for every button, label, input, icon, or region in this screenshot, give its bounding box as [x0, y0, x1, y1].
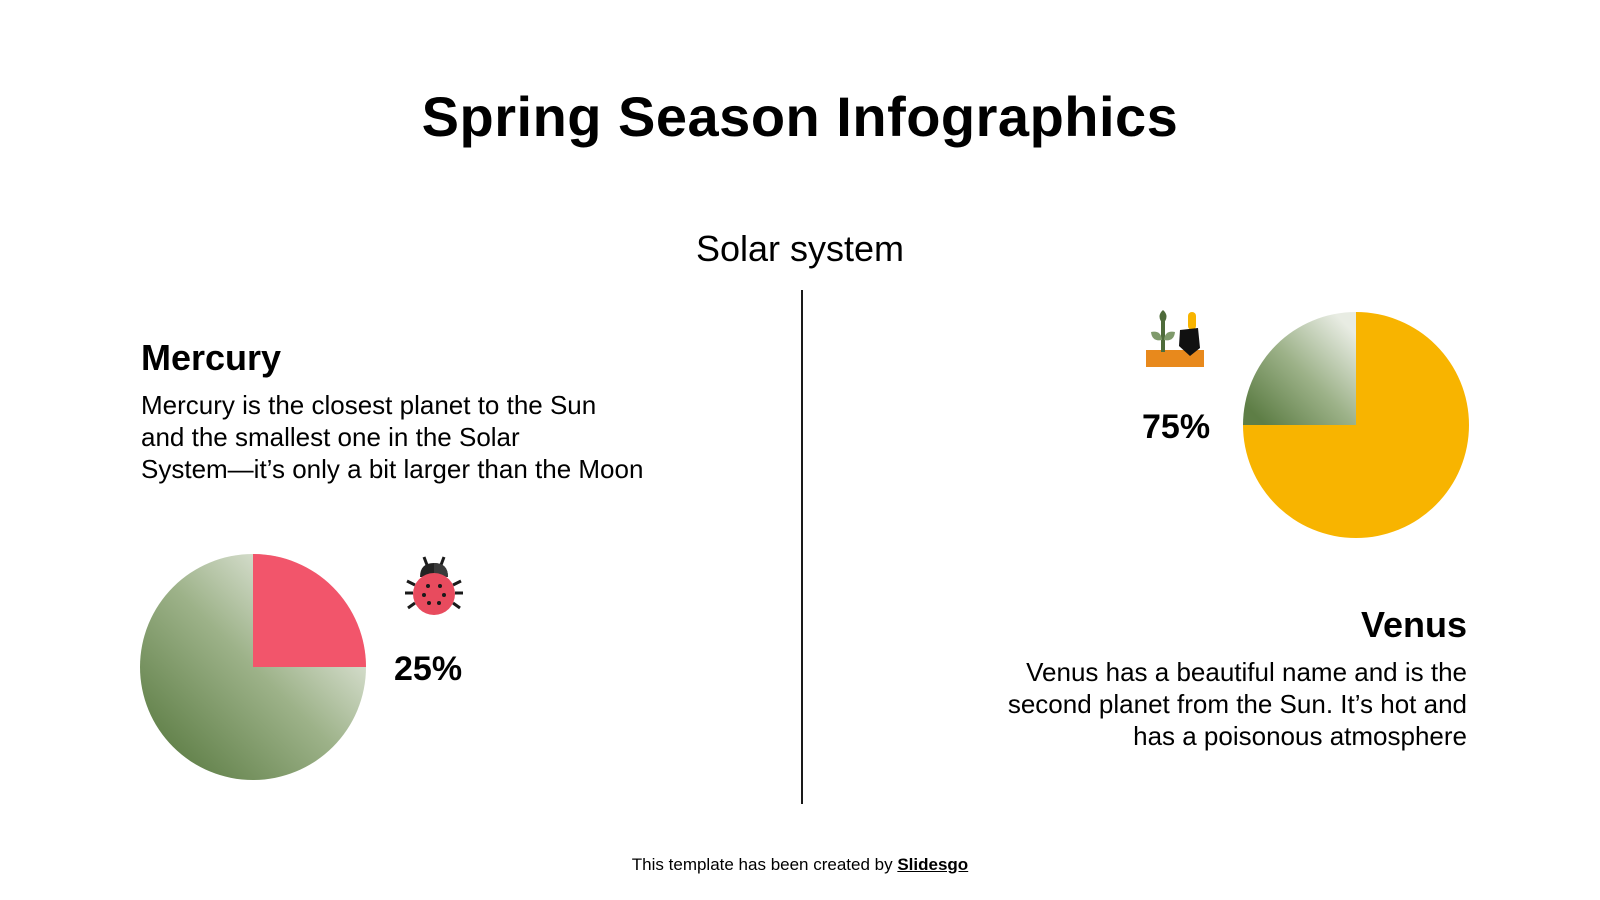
mercury-percent-label: 25%: [394, 650, 463, 688]
slidesgo-link[interactable]: Slidesgo: [897, 855, 969, 874]
mercury-description-line: Mercury is the closest planet to the Sun: [141, 390, 597, 420]
mercury-description-line: and the smallest one in the Solar: [141, 422, 520, 452]
center-divider: [801, 290, 803, 804]
gardening-plant-trowel-icon: [1146, 310, 1204, 367]
venus-percent-label: 75%: [1142, 408, 1211, 446]
footer-credit: This template has been created by Slides…: [0, 855, 1600, 875]
mercury-description: Mercury is the closest planet to the Sun…: [141, 389, 643, 485]
footer-credit-text: This template has been created by: [631, 855, 898, 874]
ladybug-icon: [405, 556, 463, 615]
venus-remainder-slice: [1243, 312, 1356, 425]
mercury-heading: Mercury: [141, 337, 282, 378]
slide-title: Spring Season Infographics: [421, 85, 1179, 148]
venus-description: Venus has a beautiful name and is the se…: [1008, 656, 1467, 752]
venus-description-line: has a poisonous atmosphere: [1133, 721, 1467, 751]
mercury-slice: [253, 554, 366, 667]
mercury-description-line: System—it’s only a bit larger than the M…: [141, 454, 644, 484]
venus-description-line: second planet from the Sun. It’s hot and: [1007, 689, 1467, 719]
venus-pie-chart: [1243, 312, 1469, 538]
section-subtitle: Solar system: [695, 228, 905, 269]
venus-heading: Venus: [1360, 604, 1467, 645]
venus-description-line: Venus has a beautiful name and is the: [1026, 657, 1467, 687]
mercury-pie-chart: [140, 554, 366, 780]
venus-slice: [1243, 312, 1469, 538]
